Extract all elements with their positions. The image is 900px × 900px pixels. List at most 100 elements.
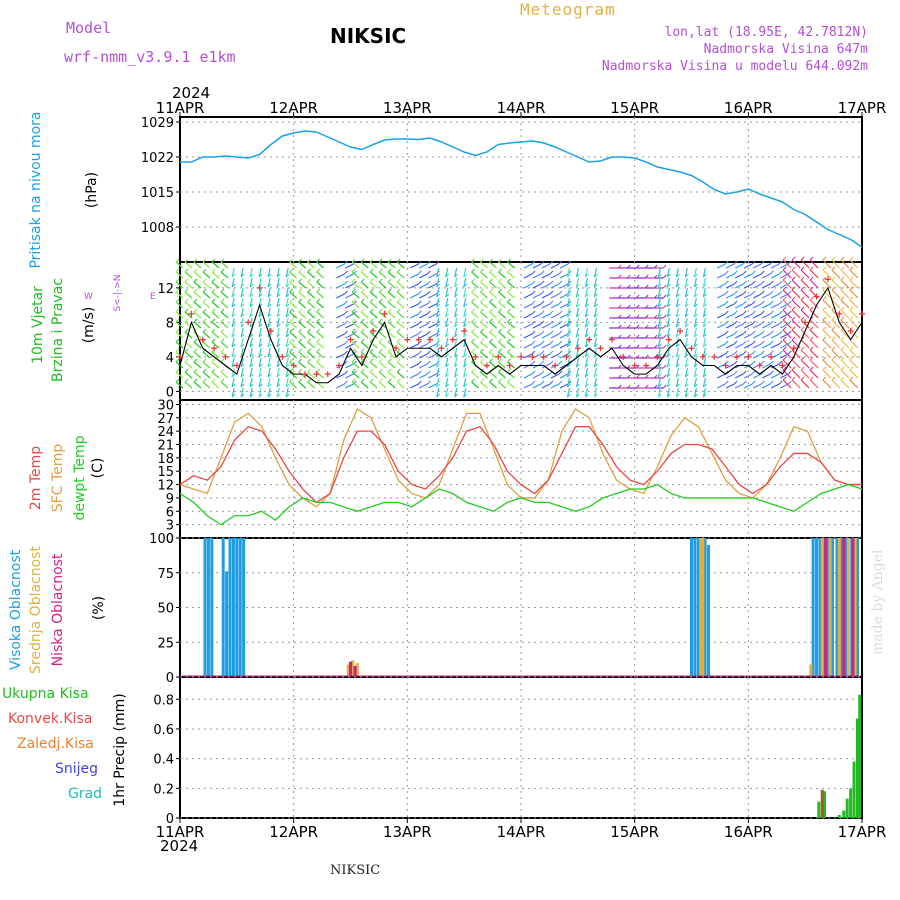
wind-barb [316, 351, 325, 359]
wind-barb-flag [769, 300, 774, 305]
wind-barb-flag [249, 333, 254, 338]
wind-barb-flag [694, 383, 698, 388]
wind-barb-flag [202, 328, 207, 333]
cloud-bar-high [235, 538, 239, 676]
wind-barb [240, 337, 244, 348]
wind-barb-flag [567, 373, 571, 378]
wind-barb-flag [531, 280, 536, 285]
wind-barb-flag [558, 360, 563, 365]
wind-barb-flag [782, 346, 787, 351]
wind-barb-flag [435, 260, 440, 265]
wind-barb [657, 377, 661, 388]
wind-barb [351, 341, 360, 349]
watermark: made by Angel [870, 549, 886, 656]
wind-barb-flag [417, 320, 422, 325]
wind-barb-flag [694, 343, 698, 348]
precip-bar [852, 761, 856, 818]
wind-barb [285, 317, 289, 328]
wind-barb-flag [558, 340, 563, 345]
wind-barb-flag [396, 278, 401, 283]
wind-barb [840, 289, 850, 299]
wind-barb-flag [360, 338, 365, 343]
y-tick-label: 15 [157, 465, 174, 480]
wind-barb-block [231, 267, 290, 398]
wind-barb [666, 377, 670, 388]
wind-barb [693, 347, 697, 358]
cloud-bar-high [238, 538, 242, 676]
wind-barb-flag [782, 256, 787, 261]
wind-barb-flag [480, 268, 484, 273]
wind-barb [809, 319, 819, 329]
wind-barb [258, 367, 262, 378]
wind-barb-flag [211, 368, 216, 373]
wind-barb-flag [480, 278, 484, 283]
wind-barb [584, 297, 589, 308]
cloud-bar-mid [846, 538, 850, 676]
wind-barb-flag [285, 313, 290, 318]
wind-barb [336, 313, 345, 319]
wind-barb-flag [809, 336, 814, 341]
wind-barb [657, 327, 661, 338]
wind-barb-flag [489, 288, 493, 293]
wind-barb [211, 371, 220, 379]
wind-barb-flag [369, 278, 374, 283]
wind-barb [840, 279, 850, 289]
wind-barb [593, 307, 598, 318]
wind-barb [345, 383, 354, 389]
wind-barb-flag [175, 338, 180, 343]
precip-legend-item: Snijeg [55, 761, 98, 777]
wind-barb [463, 297, 467, 308]
wind-barb [532, 293, 542, 299]
wind-barb-flag [787, 380, 792, 385]
wind-barb-flag [378, 258, 383, 263]
wind-barb-flag [849, 306, 854, 311]
wind-barb-flag [822, 306, 827, 311]
wind-barb [822, 269, 832, 279]
wind-barb [559, 373, 569, 379]
wind-barb-flag [249, 313, 254, 318]
wind-barb [684, 317, 688, 328]
wind-barb [559, 333, 569, 339]
wind-gust-mark [472, 353, 479, 360]
wind-barb-flag [800, 356, 805, 361]
wind-barb-flag [307, 278, 312, 283]
wind-barb [782, 269, 792, 279]
wind-barb [743, 383, 753, 389]
wind-barb [396, 361, 405, 369]
wind-barb-flag [471, 268, 475, 273]
wind-barb [211, 361, 220, 369]
wind-barb-flag [703, 333, 707, 338]
wind-barb [693, 287, 697, 298]
cloud-bar-high [703, 538, 707, 676]
wind-barb [507, 321, 515, 329]
wind-barb-flag [831, 296, 836, 301]
wind-barb [436, 307, 440, 318]
wind-barb-flag [694, 303, 698, 308]
wind-barb-flag [417, 260, 422, 265]
wind-barb [498, 301, 506, 309]
wind-gust-mark [597, 345, 604, 352]
wind-barb [666, 327, 670, 338]
wind-barb-flag [307, 318, 312, 323]
wind-barb [419, 353, 428, 359]
wind-barb [240, 277, 244, 288]
wind-barb-flag [220, 358, 225, 363]
wind-barb [220, 331, 229, 339]
wind-barb-flag [360, 258, 365, 263]
wind-barb-flag [782, 296, 787, 301]
cloud-bar-low [851, 538, 855, 676]
wind-barb-flag [531, 260, 536, 265]
wind-barb-flag [184, 308, 189, 313]
wind-barb [666, 367, 670, 378]
wind-gust-mark [336, 362, 343, 369]
wind-barb-flag [567, 283, 571, 288]
wind-barb [666, 347, 670, 358]
wind-barb [396, 261, 405, 269]
wind-barb-flag [240, 303, 245, 308]
wind-barb [684, 277, 688, 288]
wind-barb-flag [791, 296, 796, 301]
wind-barb [428, 363, 437, 369]
wind-barb [211, 321, 220, 329]
wind-barb-flag [298, 278, 303, 283]
wind-barb-flag [454, 393, 459, 398]
